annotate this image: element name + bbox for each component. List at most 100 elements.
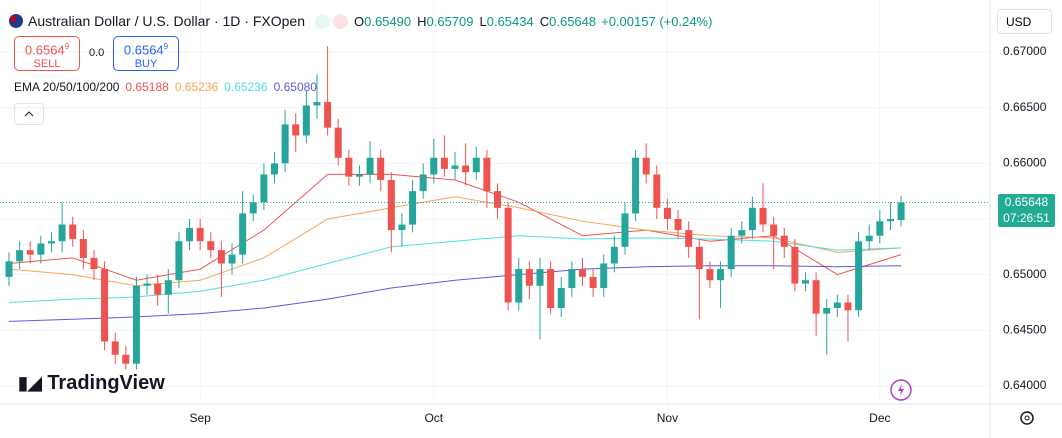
candle-body	[802, 280, 809, 284]
candle-body	[780, 235, 788, 247]
countdown: 07:26:51	[1003, 210, 1050, 225]
candle-body	[430, 157, 438, 175]
candle-body	[494, 191, 502, 208]
candle-body	[217, 250, 225, 264]
candle-body	[663, 207, 671, 219]
candle-body	[228, 254, 236, 264]
candle-body	[770, 224, 778, 236]
candle-body	[196, 227, 204, 242]
candle-body	[674, 218, 682, 231]
logo: ▮◢ TradingView	[18, 372, 165, 394]
candle-body	[695, 246, 703, 270]
candle-body	[748, 207, 756, 231]
candle-body	[249, 202, 257, 214]
candle-body	[855, 241, 863, 311]
sell-button[interactable]: 0.65649 SELL	[14, 36, 80, 71]
ohlc-value: 0.65434	[486, 13, 534, 29]
grid	[0, 0, 990, 404]
candle-body	[886, 218, 894, 222]
candle-body	[536, 269, 544, 286]
candle-body	[154, 283, 162, 295]
candle-body	[355, 174, 363, 177]
candle-body	[578, 269, 586, 277]
buy-button[interactable]: 0.65649 BUY	[113, 36, 179, 71]
candle-body	[313, 102, 321, 106]
indicator-value: 0.65080	[273, 80, 317, 94]
candle-body	[101, 269, 109, 342]
sell-pip: 9	[64, 42, 70, 51]
candle-body	[292, 124, 300, 136]
candle-body	[610, 246, 618, 264]
candle-body	[876, 221, 884, 236]
currency-button[interactable]: USD	[997, 9, 1052, 34]
flag-icon	[9, 14, 23, 28]
ema-line	[8, 173, 902, 281]
indicator-name[interactable]: EMA 20/50/100/200	[14, 80, 120, 94]
candle-body	[547, 269, 555, 309]
y-tick-label: 0.67000	[1003, 44, 1047, 58]
candle-body	[685, 230, 693, 247]
candle-body	[812, 280, 820, 314]
collapse-button[interactable]	[14, 103, 44, 125]
candle-body	[377, 157, 385, 181]
sell-label: SELL	[33, 58, 61, 71]
alert-icon[interactable]	[889, 378, 913, 402]
candle-body	[483, 157, 491, 192]
candle-body	[759, 207, 767, 225]
candle-body	[451, 165, 459, 169]
candle-body	[5, 261, 13, 277]
candle-body	[409, 191, 417, 225]
candle-body	[143, 283, 151, 286]
candle-body	[515, 269, 523, 303]
ohlc-value: 0.65709	[426, 13, 474, 29]
sell-price: 0.6564	[24, 42, 65, 58]
candle-body	[557, 287, 565, 309]
candle-body	[600, 263, 608, 288]
ema-line	[8, 265, 902, 322]
settings-icon[interactable]	[1017, 408, 1037, 428]
y-tick-label: 0.65000	[1003, 267, 1047, 281]
candle-body	[387, 180, 395, 231]
candle-body	[47, 241, 55, 244]
candle-body	[324, 102, 332, 128]
chevron-icon	[24, 111, 34, 117]
candle-body	[398, 224, 406, 231]
ohlc-label: L	[479, 13, 487, 29]
candle-body	[69, 224, 77, 240]
buy-pip: 9	[163, 42, 169, 51]
candle-body	[164, 280, 172, 295]
candle-body	[281, 124, 289, 164]
candle-body	[621, 213, 629, 247]
x-tick-label: Sep	[189, 411, 211, 425]
candle-body	[16, 250, 24, 262]
last-price: 0.65648	[1004, 194, 1049, 209]
status-icon[interactable]	[314, 13, 330, 29]
candle-body	[525, 269, 533, 286]
candle-body	[717, 269, 725, 281]
ohlc-label: C	[539, 13, 550, 29]
candle-body	[58, 224, 66, 242]
candle-body	[79, 239, 87, 258]
spread: 0.0	[89, 47, 105, 59]
status-icon[interactable]	[332, 13, 348, 29]
candle-body	[345, 157, 353, 177]
candle-body	[472, 157, 480, 173]
candle-body	[334, 127, 342, 158]
candle-body	[823, 308, 831, 314]
y-tick-label: 0.64500	[1003, 322, 1047, 336]
candle-body	[833, 302, 841, 309]
candle-body	[175, 241, 183, 281]
ohlc-label: O	[353, 13, 365, 29]
candle-body	[568, 269, 576, 288]
candle-body	[791, 246, 799, 284]
indicator-value: 0.65188	[125, 80, 169, 94]
y-tick-label: 0.66000	[1003, 155, 1047, 169]
symbol-title[interactable]: Australian Dollar / U.S. Dollar · 1D · F…	[28, 13, 305, 29]
candle-body	[897, 202, 905, 221]
candle-body	[419, 174, 427, 192]
candle-body	[589, 276, 597, 288]
candle-body	[462, 165, 470, 173]
candle-body	[632, 157, 640, 214]
